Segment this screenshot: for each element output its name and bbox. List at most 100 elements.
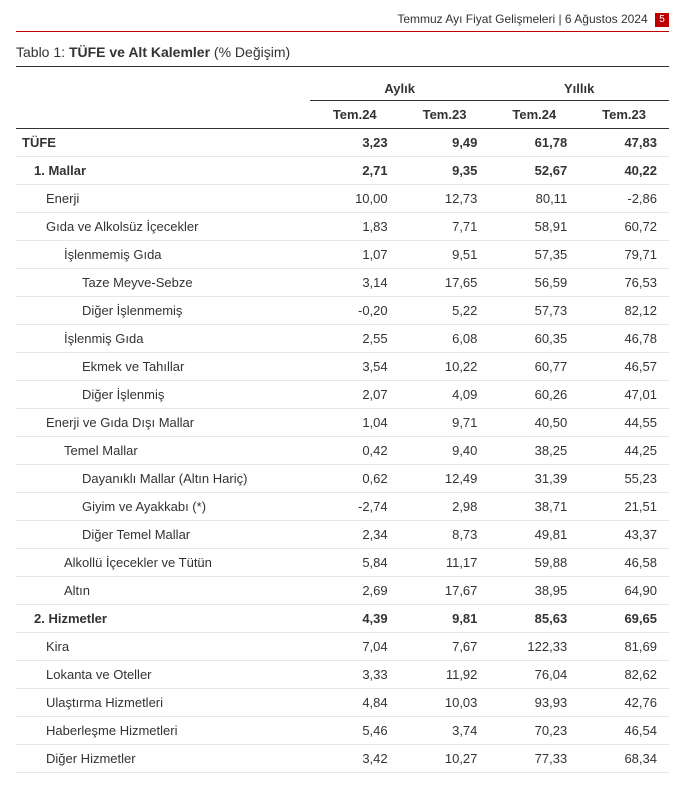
table-row: Ulaştırma Hizmetleri4,8410,0393,9342,76 [16, 688, 669, 716]
row-value-1: 5,84 [310, 548, 400, 576]
row-value-3: 70,23 [489, 716, 579, 744]
row-value-2: 3,74 [400, 716, 490, 744]
row-value-3: 59,88 [489, 548, 579, 576]
row-value-1: 3,33 [310, 660, 400, 688]
table-row: Kira7,047,67122,3381,69 [16, 632, 669, 660]
row-value-2: 10,27 [400, 744, 490, 772]
row-value-2: 17,65 [400, 268, 490, 296]
row-label: Diğer İşlenmemiş [16, 296, 310, 324]
row-value-1: 3,54 [310, 352, 400, 380]
row-value-3: 52,67 [489, 156, 579, 184]
row-value-2: 5,22 [400, 296, 490, 324]
row-value-4: 46,58 [579, 548, 669, 576]
table-row: Diğer Temel Mallar2,348,7349,8143,37 [16, 520, 669, 548]
row-value-3: 61,78 [489, 128, 579, 156]
row-value-2: 9,51 [400, 240, 490, 268]
row-value-4: 40,22 [579, 156, 669, 184]
row-label: 2. Hizmetler [16, 604, 310, 632]
header-col-4: Tem.23 [579, 100, 669, 128]
row-value-3: 93,93 [489, 688, 579, 716]
row-value-1: 5,46 [310, 716, 400, 744]
row-value-3: 57,35 [489, 240, 579, 268]
row-value-2: 6,08 [400, 324, 490, 352]
table-row: Gıda ve Alkolsüz İçecekler1,837,7158,916… [16, 212, 669, 240]
table-row: Diğer Hizmetler3,4210,2777,3368,34 [16, 744, 669, 772]
table-row: Giyim ve Ayakkabı (*)-2,742,9838,7121,51 [16, 492, 669, 520]
row-value-1: -0,20 [310, 296, 400, 324]
row-value-4: 55,23 [579, 464, 669, 492]
row-value-3: 80,11 [489, 184, 579, 212]
row-label: Ulaştırma Hizmetleri [16, 688, 310, 716]
row-value-2: 17,67 [400, 576, 490, 604]
row-value-3: 77,33 [489, 744, 579, 772]
row-label: Giyim ve Ayakkabı (*) [16, 492, 310, 520]
row-label: Alkollü İçecekler ve Tütün [16, 548, 310, 576]
row-value-1: 7,04 [310, 632, 400, 660]
row-value-1: 2,55 [310, 324, 400, 352]
table-row: TÜFE3,239,4961,7847,83 [16, 128, 669, 156]
row-value-4: 79,71 [579, 240, 669, 268]
row-value-2: 4,09 [400, 380, 490, 408]
row-value-2: 7,71 [400, 212, 490, 240]
row-value-1: 2,71 [310, 156, 400, 184]
row-value-1: 0,62 [310, 464, 400, 492]
row-value-3: 122,33 [489, 632, 579, 660]
row-value-4: 82,12 [579, 296, 669, 324]
row-value-3: 49,81 [489, 520, 579, 548]
row-value-2: 9,71 [400, 408, 490, 436]
row-value-3: 57,73 [489, 296, 579, 324]
row-value-4: 60,72 [579, 212, 669, 240]
row-value-2: 9,81 [400, 604, 490, 632]
header-blank [16, 75, 310, 101]
row-value-4: 21,51 [579, 492, 669, 520]
row-label: İşlenmiş Gıda [16, 324, 310, 352]
row-value-3: 60,26 [489, 380, 579, 408]
page-header: Temmuz Ayı Fiyat Gelişmeleri | 6 Ağustos… [16, 12, 669, 32]
row-value-4: 64,90 [579, 576, 669, 604]
row-label: Ekmek ve Tahıllar [16, 352, 310, 380]
row-label: Diğer İşlenmiş [16, 380, 310, 408]
row-label: Enerji ve Gıda Dışı Mallar [16, 408, 310, 436]
row-value-4: 81,69 [579, 632, 669, 660]
table-header-col-row: Tem.24 Tem.23 Tem.24 Tem.23 [16, 100, 669, 128]
header-label-col [16, 100, 310, 128]
row-value-4: 46,54 [579, 716, 669, 744]
row-label: İşlenmemiş Gıda [16, 240, 310, 268]
row-label: Kira [16, 632, 310, 660]
table-body: TÜFE3,239,4961,7847,831. Mallar2,719,355… [16, 128, 669, 772]
row-value-2: 12,49 [400, 464, 490, 492]
row-value-3: 56,59 [489, 268, 579, 296]
table-row: 1. Mallar2,719,3552,6740,22 [16, 156, 669, 184]
header-col-1: Tem.24 [310, 100, 400, 128]
row-value-4: 44,25 [579, 436, 669, 464]
title-prefix: Tablo 1: [16, 44, 69, 60]
table-title: Tablo 1: TÜFE ve Alt Kalemler (% Değişim… [16, 44, 669, 67]
table-row: İşlenmiş Gıda2,556,0860,3546,78 [16, 324, 669, 352]
row-value-2: 2,98 [400, 492, 490, 520]
row-value-4: 47,01 [579, 380, 669, 408]
table-row: Haberleşme Hizmetleri5,463,7470,2346,54 [16, 716, 669, 744]
row-label: Altın [16, 576, 310, 604]
row-value-1: 2,69 [310, 576, 400, 604]
row-label: Temel Mallar [16, 436, 310, 464]
table-row: Enerji ve Gıda Dışı Mallar1,049,7140,504… [16, 408, 669, 436]
row-label: Haberleşme Hizmetleri [16, 716, 310, 744]
title-suffix: (% Değişim) [210, 44, 290, 60]
row-value-1: 0,42 [310, 436, 400, 464]
row-value-4: 68,34 [579, 744, 669, 772]
row-value-2: 10,22 [400, 352, 490, 380]
row-value-1: 1,83 [310, 212, 400, 240]
table-row: Diğer İşlenmemiş-0,205,2257,7382,12 [16, 296, 669, 324]
row-value-3: 85,63 [489, 604, 579, 632]
row-value-2: 8,73 [400, 520, 490, 548]
table-row: 2. Hizmetler4,399,8185,6369,65 [16, 604, 669, 632]
row-value-3: 38,71 [489, 492, 579, 520]
table-row: Diğer İşlenmiş2,074,0960,2647,01 [16, 380, 669, 408]
header-col-2: Tem.23 [400, 100, 490, 128]
page-number-badge: 5 [655, 13, 669, 27]
row-value-4: 46,78 [579, 324, 669, 352]
row-value-2: 7,67 [400, 632, 490, 660]
row-value-2: 9,49 [400, 128, 490, 156]
row-value-3: 38,95 [489, 576, 579, 604]
table-row: Enerji10,0012,7380,11-2,86 [16, 184, 669, 212]
